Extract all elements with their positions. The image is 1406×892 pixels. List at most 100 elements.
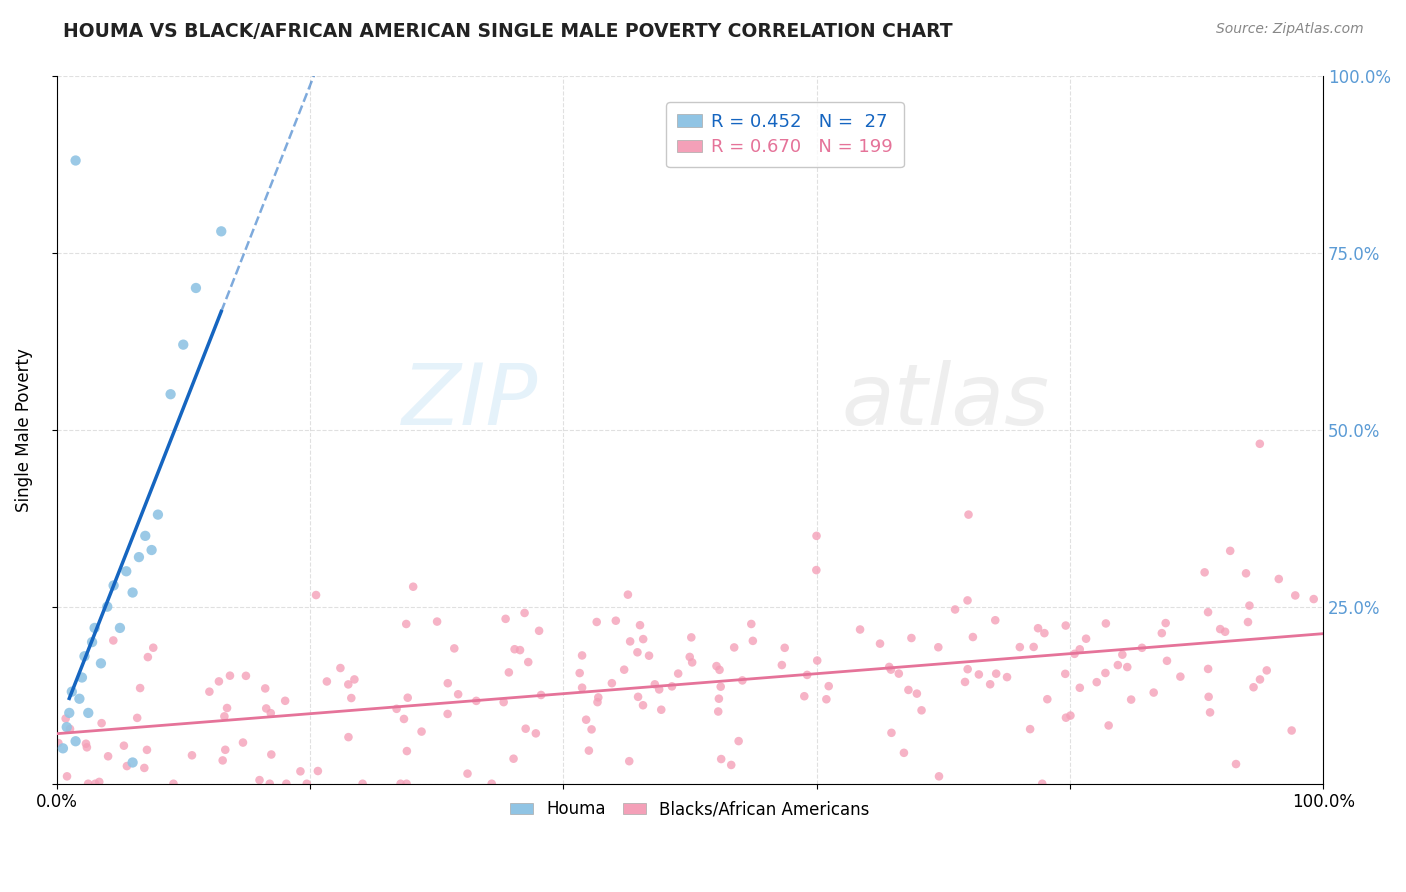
- Point: [650, 703, 672, 717]
- Point: [962, 630, 984, 644]
- Point: [48, 736, 70, 750]
- Point: [1268, 572, 1291, 586]
- Point: [142, 640, 165, 655]
- Point: [307, 764, 329, 778]
- Point: [127, 711, 149, 725]
- Point: [571, 681, 593, 695]
- Point: [661, 679, 683, 693]
- Point: [1239, 599, 1261, 613]
- Text: Source: ZipAtlas.com: Source: ZipAtlas.com: [1216, 22, 1364, 37]
- Point: [77, 706, 100, 720]
- Point: [436, 706, 458, 721]
- Point: [146, 508, 169, 522]
- Point: [58, 706, 80, 720]
- Point: [1209, 622, 1232, 636]
- Point: [395, 777, 418, 791]
- Point: [70, 671, 93, 685]
- Point: [679, 649, 702, 664]
- Point: [897, 682, 920, 697]
- Point: [1054, 711, 1077, 725]
- Point: [681, 631, 703, 645]
- Point: [260, 706, 283, 721]
- Point: [524, 726, 547, 740]
- Point: [986, 666, 1008, 681]
- Point: [90, 716, 112, 731]
- Point: [1069, 642, 1091, 657]
- Point: [1243, 680, 1265, 694]
- Point: [65, 153, 87, 168]
- Point: [211, 753, 233, 767]
- Point: [55, 712, 77, 726]
- Point: [1116, 660, 1139, 674]
- Point: [638, 648, 661, 663]
- Point: [235, 669, 257, 683]
- Point: [1249, 437, 1271, 451]
- Point: [108, 621, 131, 635]
- Point: [1284, 589, 1306, 603]
- Point: [1281, 723, 1303, 738]
- Point: [1059, 708, 1081, 723]
- Point: [447, 687, 470, 701]
- Point: [343, 673, 366, 687]
- Point: [75, 737, 97, 751]
- Point: [1143, 685, 1166, 699]
- Point: [1063, 647, 1085, 661]
- Point: [340, 691, 363, 706]
- Point: [128, 550, 150, 565]
- Point: [249, 773, 271, 788]
- Point: [513, 606, 536, 620]
- Point: [585, 615, 607, 629]
- Point: [740, 617, 762, 632]
- Point: [121, 756, 143, 770]
- Point: [52, 741, 75, 756]
- Point: [927, 640, 949, 655]
- Point: [806, 529, 828, 543]
- Point: [260, 747, 283, 762]
- Point: [274, 694, 297, 708]
- Point: [793, 690, 815, 704]
- Point: [869, 637, 891, 651]
- Point: [710, 680, 733, 694]
- Point: [295, 777, 318, 791]
- Point: [172, 337, 194, 351]
- Point: [214, 709, 236, 723]
- Point: [65, 734, 87, 748]
- Point: [627, 690, 650, 704]
- Point: [588, 690, 610, 705]
- Point: [806, 654, 828, 668]
- Point: [103, 633, 125, 648]
- Point: [770, 658, 793, 673]
- Point: [254, 701, 277, 715]
- Point: [84, 777, 107, 791]
- Point: [1199, 706, 1222, 720]
- Point: [706, 659, 728, 673]
- Point: [1094, 665, 1116, 680]
- Point: [1249, 673, 1271, 687]
- Point: [527, 624, 550, 638]
- Text: HOUMA VS BLACK/AFRICAN AMERICAN SINGLE MALE POVERTY CORRELATION CHART: HOUMA VS BLACK/AFRICAN AMERICAN SINGLE M…: [63, 22, 953, 41]
- Point: [337, 677, 360, 691]
- Point: [1098, 718, 1121, 732]
- Point: [184, 281, 207, 295]
- Point: [1234, 566, 1257, 581]
- Point: [928, 769, 950, 783]
- Point: [181, 748, 204, 763]
- Point: [56, 769, 79, 783]
- Point: [96, 599, 118, 614]
- Point: [121, 585, 143, 599]
- Point: [956, 593, 979, 607]
- Point: [1085, 675, 1108, 690]
- Point: [509, 643, 531, 657]
- Point: [723, 640, 745, 655]
- Point: [232, 735, 254, 749]
- Point: [254, 681, 277, 696]
- Point: [89, 775, 111, 789]
- Point: [498, 665, 520, 680]
- Point: [1022, 640, 1045, 654]
- Legend: Houma, Blacks/African Americans: Houma, Blacks/African Americans: [503, 794, 876, 825]
- Point: [395, 617, 418, 632]
- Point: [411, 724, 433, 739]
- Point: [1150, 626, 1173, 640]
- Point: [402, 580, 425, 594]
- Point: [1170, 670, 1192, 684]
